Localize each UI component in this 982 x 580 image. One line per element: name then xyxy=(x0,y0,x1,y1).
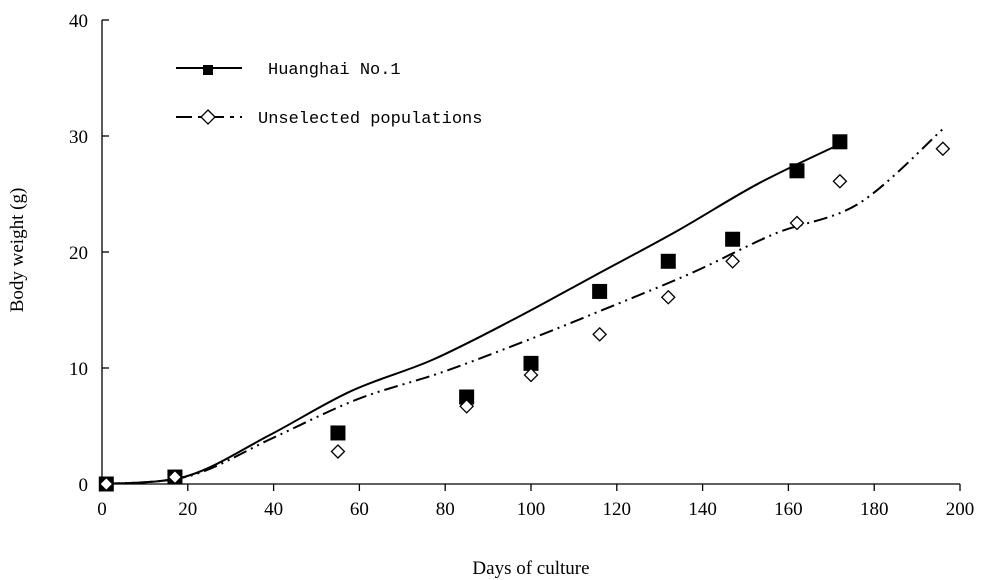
data-point-series-1 xyxy=(330,425,346,441)
data-point-series-1 xyxy=(832,134,848,150)
data-point-series-2 xyxy=(725,253,741,269)
trend-line-series-2 xyxy=(106,128,944,485)
y-axis: 0 10 20 30 40 xyxy=(69,11,109,496)
data-point-series-1 xyxy=(592,283,608,299)
data-point-series-2 xyxy=(592,326,608,342)
x-tick-label: 0 xyxy=(97,499,107,520)
data-point-series-2 xyxy=(167,469,183,485)
data-point-series-2 xyxy=(523,367,539,383)
data-point-series-2 xyxy=(660,289,676,305)
data-point-series-2 xyxy=(98,476,114,492)
legend: Huanghai No.1 Unselected populations xyxy=(176,61,482,129)
x-tick-label: 100 xyxy=(517,499,546,520)
data-point-series-2 xyxy=(789,215,805,231)
legend-label-series-2: Unselected populations xyxy=(258,110,482,129)
x-tick-label: 80 xyxy=(436,499,455,520)
x-axis: 0 20 40 60 80 100 120 140 160 180 200 xyxy=(97,483,975,520)
x-tick-label: 200 xyxy=(946,499,975,520)
data-point-series-1 xyxy=(660,253,676,269)
x-axis-title: Days of culture xyxy=(472,558,589,579)
legend-marker-filled-square xyxy=(203,65,213,75)
legend-label-series-1: Huanghai No.1 xyxy=(268,61,401,80)
y-tick-label: 40 xyxy=(69,11,88,32)
data-point-series-2 xyxy=(832,173,848,189)
y-axis-title: Body weight (g) xyxy=(7,188,28,313)
y-tick-label: 30 xyxy=(69,127,88,148)
x-tick-label: 160 xyxy=(774,499,803,520)
data-point-series-1 xyxy=(459,389,475,405)
trend-line-series-1 xyxy=(106,143,841,485)
data-point-series-2 xyxy=(459,398,475,414)
x-tick-label: 40 xyxy=(264,499,283,520)
trend-lines xyxy=(106,128,944,485)
data-point-series-1 xyxy=(725,231,741,247)
data-point-series-2 xyxy=(330,444,346,459)
x-tick-label: 140 xyxy=(688,499,717,520)
data-point-series-2 xyxy=(935,141,951,157)
data-point-series-1 xyxy=(523,355,539,371)
data-points xyxy=(98,134,951,492)
y-tick-label: 0 xyxy=(79,475,89,496)
x-tick-label: 60 xyxy=(350,499,369,520)
x-tick-label: 120 xyxy=(603,499,632,520)
y-tick-label: 20 xyxy=(69,243,88,264)
x-tick-label: 20 xyxy=(178,499,197,520)
data-point-series-1 xyxy=(789,163,805,179)
legend-marker-open-diamond xyxy=(200,109,216,125)
y-tick-label: 10 xyxy=(69,359,88,380)
x-tick-label: 180 xyxy=(860,499,889,520)
